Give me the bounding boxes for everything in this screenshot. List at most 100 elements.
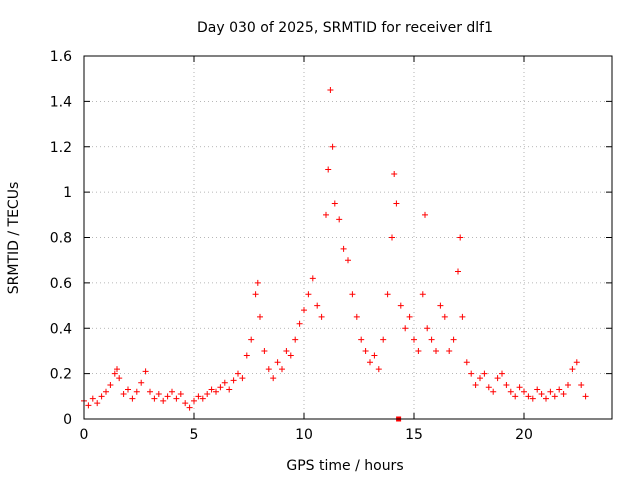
- data-point: [103, 388, 109, 395]
- y-tick-label: 0.6: [50, 276, 72, 292]
- data-point: [565, 381, 571, 388]
- data-point: [89, 395, 96, 402]
- data-point: [494, 375, 501, 382]
- data-point: [367, 359, 373, 366]
- data-point: [279, 366, 285, 373]
- data-point: [265, 366, 272, 373]
- x-tick-label: 20: [515, 427, 533, 443]
- y-tick-label: 1.6: [50, 49, 72, 65]
- y-tick-label: 1.4: [50, 94, 72, 110]
- data-point: [195, 393, 202, 400]
- data-point: [133, 388, 140, 395]
- data-point: [164, 393, 171, 400]
- data-point: [138, 379, 145, 386]
- x-axis-label: GPS time / hours: [286, 458, 403, 474]
- data-point: [213, 388, 219, 395]
- data-point: [437, 302, 444, 309]
- data-point: [569, 366, 576, 373]
- data-point: [422, 211, 428, 218]
- data-point: [391, 170, 398, 177]
- data-point: [116, 375, 123, 382]
- data-point: [358, 336, 365, 343]
- data-point: [147, 388, 153, 395]
- data-point: [325, 166, 332, 173]
- data-point: [446, 347, 453, 354]
- data-point: [490, 388, 497, 395]
- data-point: [217, 384, 224, 391]
- data-point: [499, 370, 505, 377]
- y-tick-label: 0.4: [50, 321, 72, 337]
- data-point: [125, 386, 131, 393]
- data-point: [252, 291, 259, 298]
- data-point: [353, 313, 360, 320]
- data-point: [283, 347, 290, 354]
- data-point: [538, 391, 545, 398]
- data-point: [485, 384, 492, 391]
- data-point: [459, 313, 466, 320]
- data-point: [543, 395, 549, 402]
- data-point: [296, 320, 303, 327]
- data-point: [160, 397, 167, 404]
- data-point: [349, 291, 356, 298]
- data-point: [254, 279, 261, 286]
- data-point: [371, 352, 378, 359]
- data-point: [186, 404, 193, 411]
- data-points: [81, 87, 589, 422]
- data-point: [331, 200, 338, 207]
- data-point: [419, 291, 426, 298]
- x-tick-label: 0: [80, 427, 89, 443]
- data-point: [129, 395, 136, 402]
- data-point: [292, 336, 299, 343]
- data-point: [261, 347, 268, 354]
- data-point: [521, 388, 527, 395]
- data-point: [578, 381, 585, 388]
- data-point: [345, 257, 351, 264]
- data-point: [309, 275, 316, 282]
- data-point: [230, 377, 237, 384]
- y-axis-label: SRMTID / TECUs: [6, 182, 22, 295]
- data-point: [534, 386, 541, 393]
- data-point: [327, 87, 334, 94]
- axis-ticks: 0 5 10 15 20 0 0.2 0.4 0.6 0.8 1 1.2 1.4 1.6: [50, 49, 612, 443]
- data-point: [248, 336, 255, 343]
- data-point: [142, 368, 149, 375]
- data-point: [503, 381, 510, 388]
- data-point: [362, 347, 369, 354]
- data-point: [287, 352, 294, 359]
- data-point: [551, 393, 558, 400]
- data-point: [402, 325, 409, 332]
- data-point: [415, 347, 422, 354]
- data-point: [226, 386, 233, 393]
- data-point: [411, 336, 417, 343]
- data-point: [516, 384, 523, 391]
- y-tick-label: 1.2: [50, 140, 72, 156]
- data-point: [208, 386, 215, 393]
- data-point: [305, 291, 312, 298]
- data-point: [406, 313, 413, 320]
- data-point: [428, 336, 435, 343]
- data-point: [98, 393, 105, 400]
- data-point: [397, 302, 404, 309]
- x-tick-label: 5: [190, 427, 199, 443]
- data-point: [507, 388, 514, 395]
- data-point: [582, 393, 589, 400]
- data-point: [340, 245, 347, 252]
- x-tick-label: 15: [405, 427, 423, 443]
- data-point: [314, 302, 321, 309]
- data-point: [323, 211, 329, 218]
- data-point: [94, 400, 101, 407]
- data-point: [191, 397, 197, 404]
- data-point: [468, 370, 475, 377]
- data-point: [329, 143, 336, 150]
- data-point: [512, 393, 519, 400]
- data-point: [239, 375, 246, 382]
- data-point: [384, 291, 391, 298]
- data-point: [274, 359, 281, 366]
- chart-title: Day 030 of 2025, SRMTID for receiver dlf…: [197, 20, 493, 36]
- x-tick-label: 10: [295, 427, 313, 443]
- data-point: [257, 313, 263, 320]
- data-point: [173, 395, 180, 402]
- data-point: [243, 352, 250, 359]
- data-point: [556, 386, 563, 393]
- data-point: [393, 200, 400, 207]
